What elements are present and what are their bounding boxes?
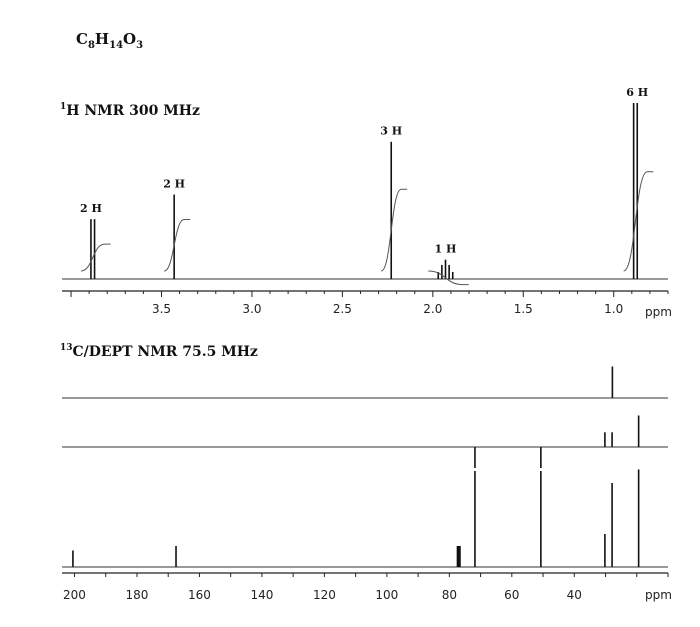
h-nmr-tick-label: 2.0 [423,302,442,316]
h-nmr-integration-label: 2 H [163,178,185,191]
formula-h-count: 14 [109,40,123,51]
c-nmr-title-text: C/DEPT NMR 75.5 MHz [73,344,258,360]
c-nmr-tick-label: 60 [504,588,519,602]
c-nmr-tick-label: 120 [313,588,336,602]
h-nmr-tick-label: 1.5 [514,302,533,316]
h-nmr-integral-curve [163,219,191,272]
c-nmr-spectrum: 200 180 160 140 120 100 80 60 40 [62,366,669,602]
formula-o: O [123,30,136,48]
h-nmr-integral-curve [428,270,469,286]
c-nmr-tick-label: 40 [567,588,582,602]
c-nmr-title-sup: 13 [60,343,73,353]
h-nmr-integration-label: 3 H [380,125,402,138]
c-nmr-tick-label: 180 [126,588,149,602]
h-nmr-spectrum: 3.5 3.0 2.5 2.0 1.5 1.0 2 H 2 H 3 H 1 H 6 H [62,86,669,316]
h-nmr-tick-label: 2.5 [333,302,352,316]
h-nmr-integral-curve [380,188,408,272]
h-nmr-integration-label: 2 H [80,202,102,215]
c-nmr-x-unit: ppm [645,588,672,602]
h-nmr-title-text: H NMR 300 MHz [66,103,200,119]
h-nmr-tick-label: 3.5 [152,302,171,316]
h-nmr-integration-label: 6 H [626,86,648,99]
c-nmr-tick-label: 100 [375,588,398,602]
h-nmr-integral-curve [80,243,111,272]
c-nmr-tick-label: 80 [442,588,457,602]
h-nmr-title-sup: 1 [60,102,66,112]
h-nmr-tick-label: 3.0 [242,302,261,316]
formula-c-count: 8 [88,40,95,51]
molecular-formula: C8H14O3 [76,30,143,51]
h-nmr-x-unit: ppm [645,305,672,319]
h-nmr-integration-label: 1 H [435,243,457,256]
c-nmr-tick-label: 140 [250,588,273,602]
h-nmr-tick-label: 1.0 [604,302,623,316]
formula-o-count: 3 [136,40,143,51]
c-nmr-title: 13C/DEPT NMR 75.5 MHz [60,343,258,360]
formula-h: H [95,30,109,48]
h-nmr-title: 1H NMR 300 MHz [60,102,200,119]
formula-c: C [76,30,88,48]
c-nmr-tick-label: 160 [188,588,211,602]
c-nmr-tick-label: 200 [63,588,86,602]
h-nmr-integral-curve [623,171,654,272]
